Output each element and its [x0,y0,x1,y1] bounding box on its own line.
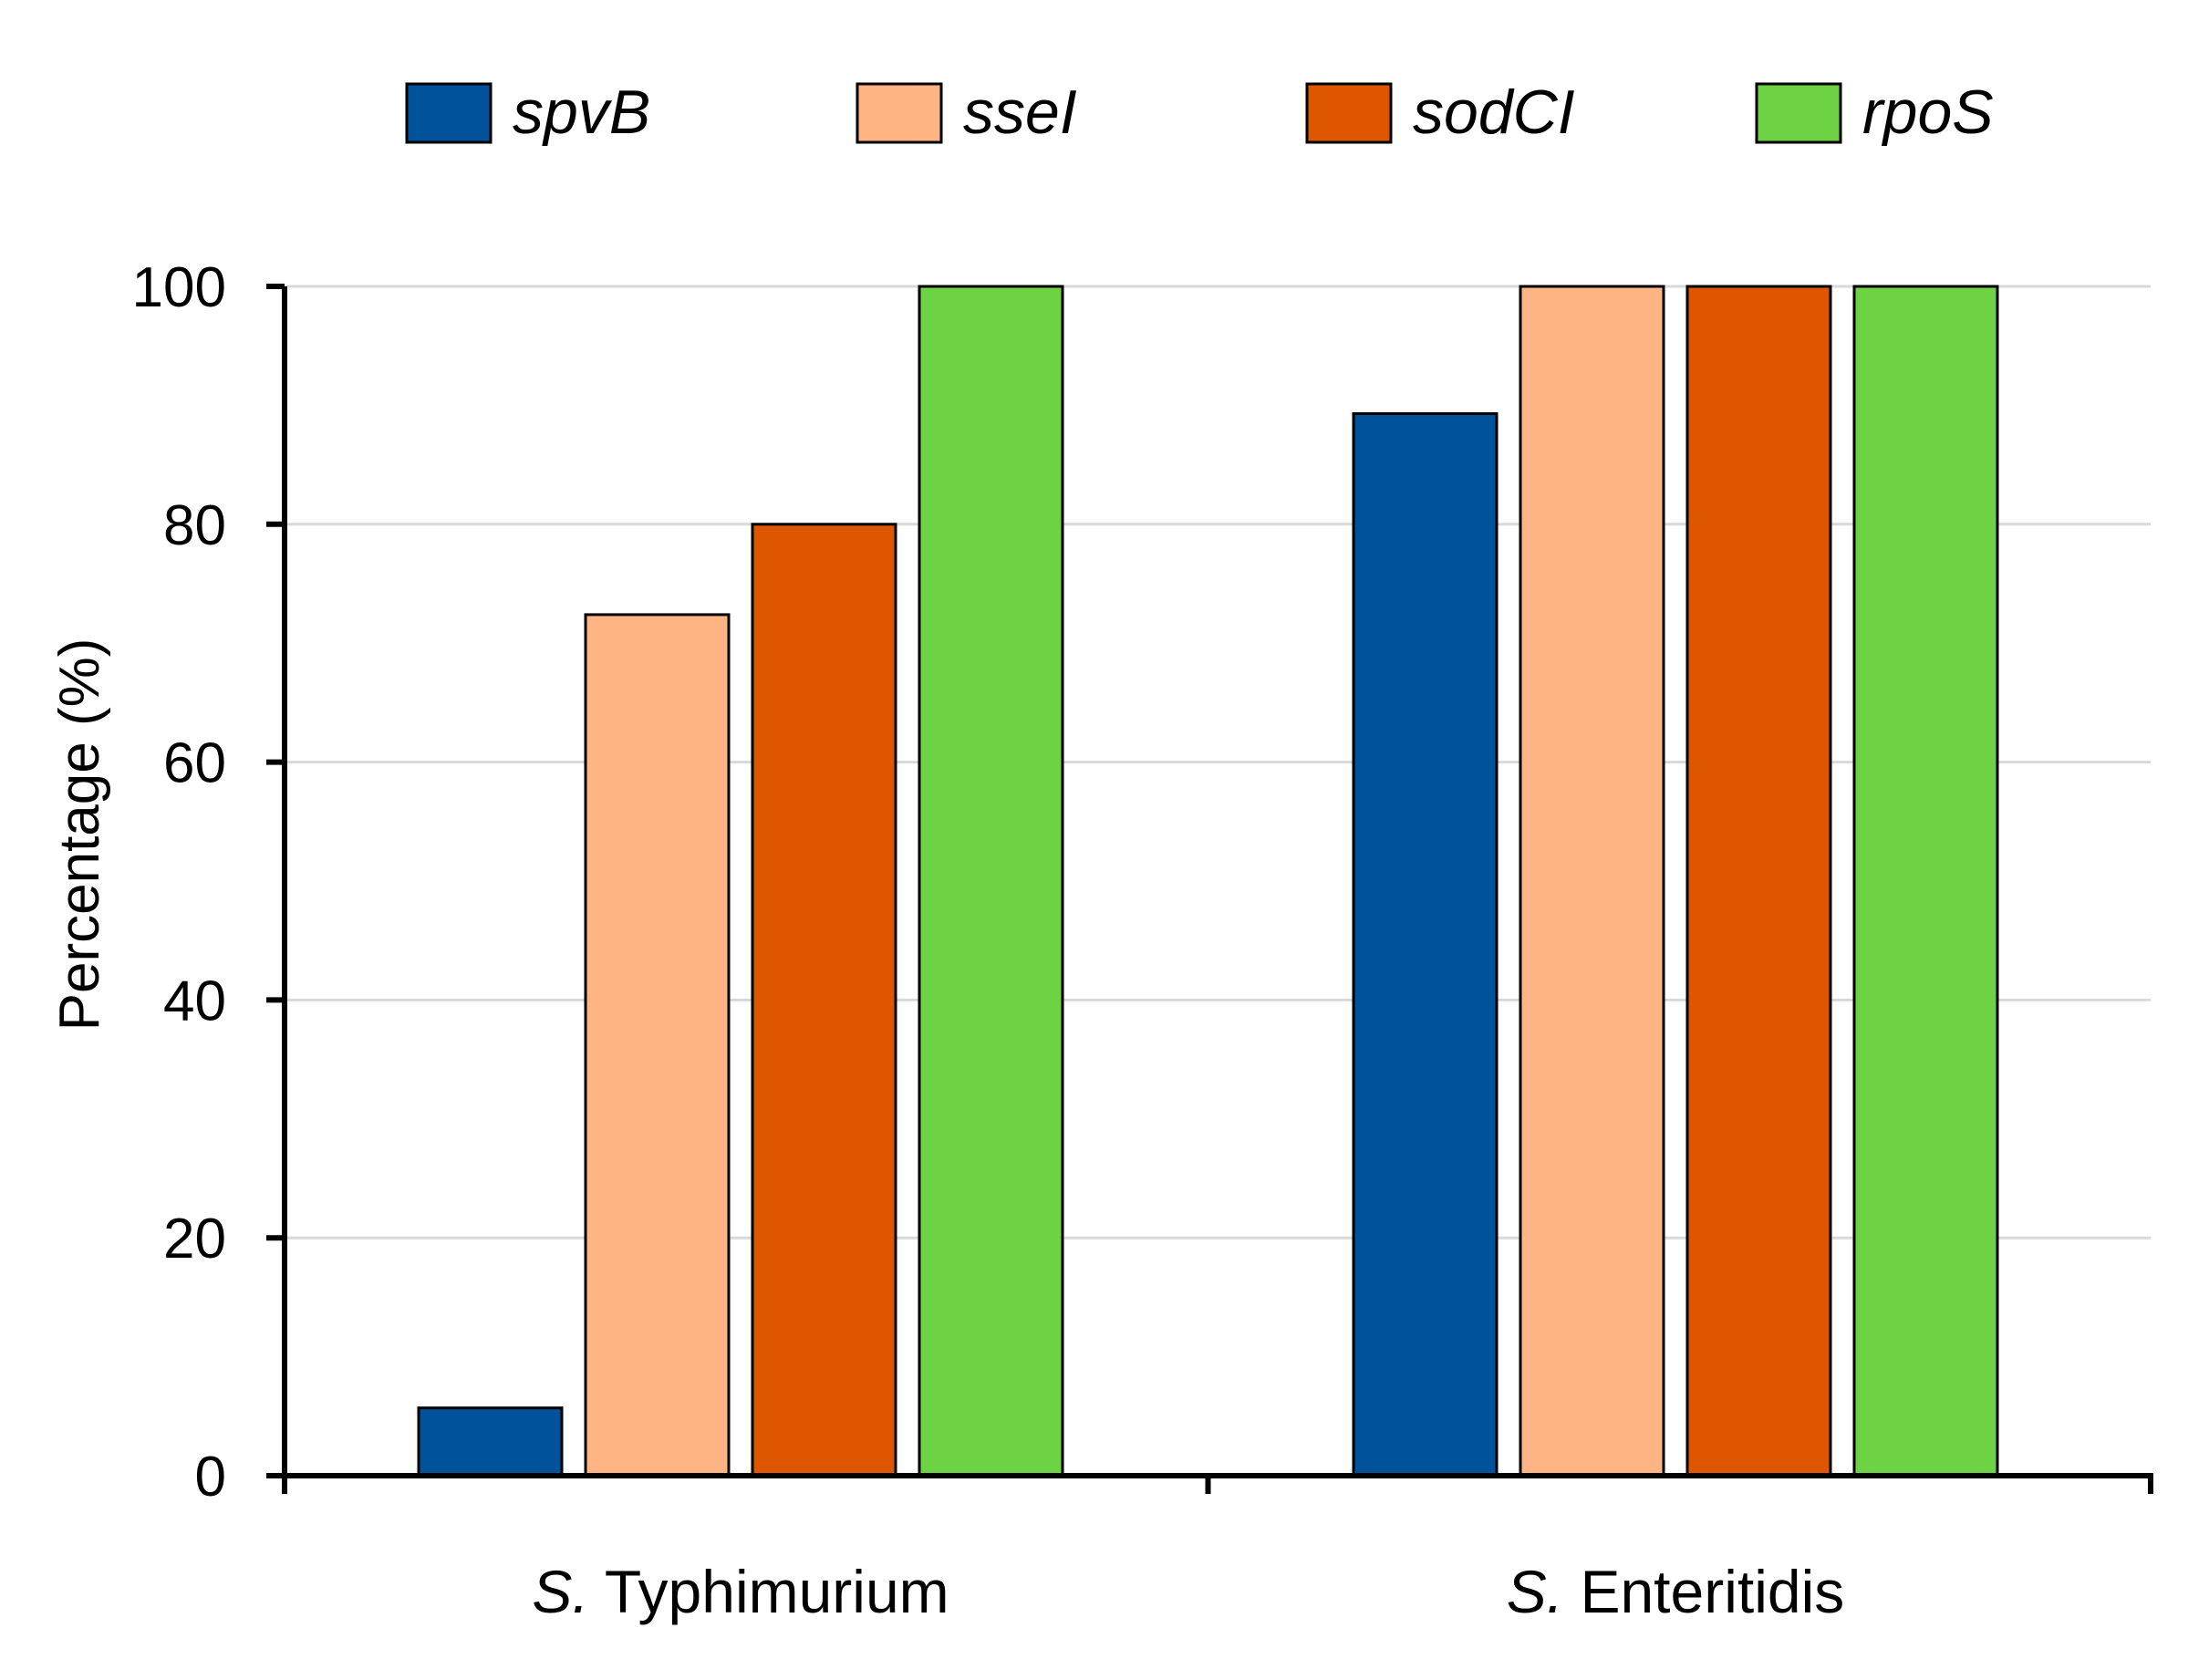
y-tick-label-20: 20 [163,1208,226,1270]
bar-sodCI-enteritidis [1685,285,1832,1478]
bars [417,285,1999,1478]
y-tick-label-40: 40 [163,970,226,1032]
legend-swatch-spvB [405,82,493,144]
y-tick-label-80: 80 [163,494,226,557]
x-category-label-enteritidis: S. Enteritidis [1507,1558,1844,1625]
bar-rpoS-typhimurium [918,285,1064,1478]
bar-sodCI-typhimurium [751,523,897,1478]
legend: spvB sseI sodCI rpoS [405,78,1994,147]
legend-swatch-rpoS [1755,82,1842,144]
legend-label-sodCI: sodCI [1413,78,1575,147]
legend-label-rpoS: rpoS [1862,78,1994,147]
axes [266,284,2153,1494]
legend-label-spvB: spvB [513,78,650,147]
y-tick-label-60: 60 [163,732,226,795]
bar-sseI-typhimurium [584,613,731,1478]
legend-label-sseI: sseI [963,78,1077,147]
bar-sseI-enteritidis [1519,285,1665,1478]
bar-spvB-typhimurium [417,1406,564,1478]
y-tick-label-100: 100 [132,256,226,319]
bar-spvB-enteritidis [1352,412,1499,1478]
y-axis-title: Percentage (%) [48,638,111,1032]
y-tick-label-0: 0 [195,1446,226,1509]
axis-labels: 0 20 40 60 80 100 S. Typhimurium S. Enteritidis… [48,256,1844,1625]
legend-swatch-sseI [856,82,943,144]
x-category-label-typhimurium: S. Typhimurium [532,1558,949,1625]
legend-swatch-sodCI [1305,82,1393,144]
bar-rpoS-enteritidis [1852,285,1999,1478]
